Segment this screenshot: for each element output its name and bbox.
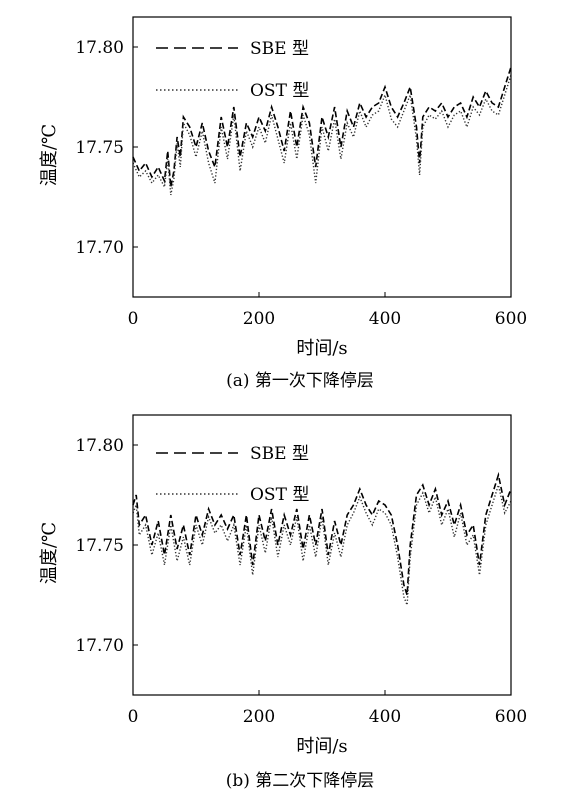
y-tick-label: 17.75 (75, 138, 124, 158)
legend: SBE 型 OST 型 (156, 39, 309, 101)
x-tick-labels: 0 200 400 600 (128, 309, 528, 329)
y-tick-label: 17.80 (75, 436, 124, 456)
x-tick-label: 400 (369, 309, 401, 329)
x-tick-label: 400 (369, 707, 401, 727)
legend-entry: OST 型 (250, 81, 309, 101)
series-line-ost (132, 74, 512, 196)
x-axis-label: 时间/s (296, 338, 347, 359)
y-tick-label: 17.75 (75, 536, 124, 556)
legend-entry: SBE 型 (250, 444, 309, 464)
legend-entry: OST 型 (250, 485, 309, 505)
y-tick-labels: 17.80 17.75 17.70 (75, 436, 124, 656)
x-tick-label: 600 (495, 707, 527, 727)
axes-frame (132, 16, 512, 298)
series-line-ost (132, 482, 512, 606)
y-tick-label: 17.80 (75, 38, 124, 58)
x-tick-label: 0 (128, 707, 139, 727)
y-tick-labels: 17.80 17.75 17.70 (75, 38, 124, 258)
y-axis-label: 温度/℃ (39, 124, 60, 186)
plot-area (132, 444, 512, 695)
y-tick-label: 17.70 (75, 636, 124, 656)
series-line-sbe (132, 471, 512, 596)
y-tick-label: 17.70 (75, 238, 124, 258)
legend-entry: SBE 型 (250, 39, 309, 59)
caption: (a) 第一次下降停层 (226, 371, 374, 391)
x-tick-labels: 0 200 400 600 (128, 707, 528, 727)
x-tick-label: 200 (243, 309, 275, 329)
chart-panel-b: 温度/℃ 17.80 17.75 17.70 0 200 400 600 时间/… (39, 414, 528, 791)
y-axis-label: 温度/℃ (39, 522, 60, 584)
plot-area (132, 46, 512, 297)
x-tick-label: 200 (243, 707, 275, 727)
legend: SBE 型 OST 型 (156, 444, 309, 505)
x-tick-label: 0 (128, 309, 139, 329)
caption: (b) 第二次下降停层 (226, 771, 375, 791)
chart-panel-a: 温度/℃ 17.80 17.75 17.70 0 200 400 600 时间/… (39, 16, 528, 391)
x-axis-label: 时间/s (296, 736, 347, 757)
axes-frame (132, 414, 512, 696)
x-tick-label: 600 (495, 309, 527, 329)
series-line-sbe (132, 66, 512, 188)
